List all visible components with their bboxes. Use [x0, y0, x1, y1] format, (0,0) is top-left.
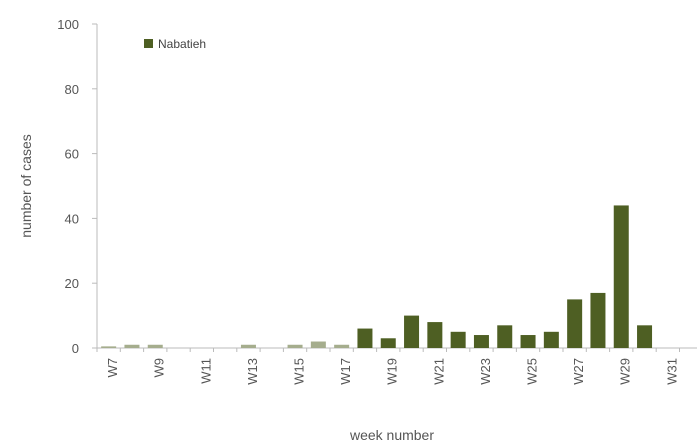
bar-w8	[124, 344, 140, 348]
bar-w24	[497, 325, 513, 348]
x-tick-label: W31	[664, 358, 679, 385]
x-axis: W7 W9 W11 W13 W15 W17 W19 W21 W23 W25 W27 W29 W31	[96, 347, 697, 385]
y-tick-label: 20	[65, 276, 79, 291]
x-tick-label: W13	[245, 358, 260, 385]
bar-w16	[310, 341, 326, 348]
bar-w29	[613, 205, 629, 348]
bar-w18	[357, 328, 373, 348]
x-tick-label: W25	[524, 358, 539, 385]
bar-w7	[101, 346, 117, 348]
bar-w30	[637, 325, 653, 348]
y-tick-label: 100	[57, 17, 79, 32]
x-tick-label: W21	[431, 358, 446, 385]
y-tick-label: 60	[65, 147, 79, 162]
bar-w19	[380, 338, 396, 348]
x-tick-label: W19	[385, 358, 400, 385]
x-tick-label: W29	[618, 358, 633, 385]
bar-w17	[334, 344, 350, 348]
bar-w26	[543, 331, 559, 348]
bar-w15	[287, 344, 303, 348]
y-tick-label: 40	[65, 211, 79, 226]
x-tick-label: W27	[571, 358, 586, 385]
y-axis-title: number of cases	[18, 134, 34, 238]
bar-w21	[427, 322, 443, 348]
x-axis-title: week number	[349, 427, 434, 443]
x-tick-label: W17	[338, 358, 353, 385]
legend-label-nabatieh: Nabatieh	[158, 37, 206, 51]
bar-w23	[473, 335, 489, 348]
legend: Nabatieh	[144, 37, 206, 51]
legend-swatch-nabatieh	[144, 39, 153, 48]
x-tick-label: W11	[198, 358, 213, 384]
x-tick-label: W9	[152, 358, 167, 378]
y-tick-label: 0	[72, 341, 79, 356]
x-tick-label: W23	[478, 358, 493, 385]
y-axis: 0 20 40 60 80 100	[57, 17, 98, 356]
bar-w28	[590, 292, 606, 348]
bar-w25	[520, 335, 536, 348]
bars	[101, 205, 653, 348]
bar-w27	[567, 299, 583, 348]
bar-w22	[450, 331, 466, 348]
bar-w13	[240, 344, 256, 348]
y-tick-label: 80	[65, 82, 79, 97]
bar-w9	[147, 344, 163, 348]
bar-w20	[404, 315, 420, 348]
x-tick-label: W15	[291, 358, 306, 385]
x-tick-label: W7	[105, 358, 120, 378]
